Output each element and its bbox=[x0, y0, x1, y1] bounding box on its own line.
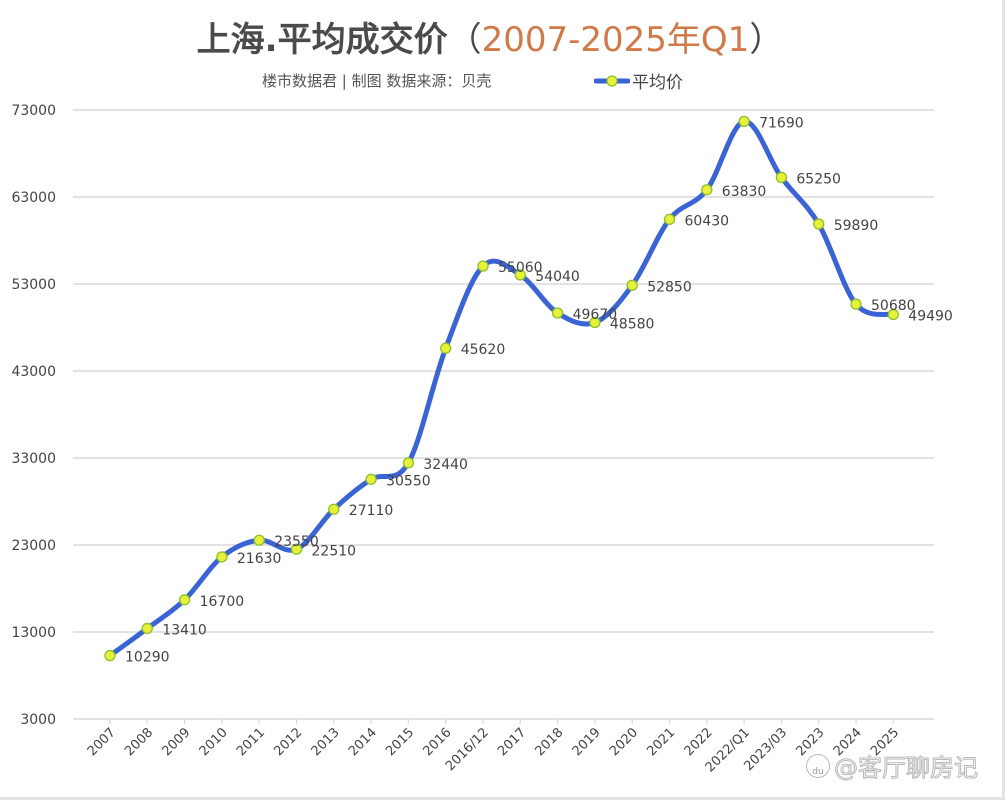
data-label: 48580 bbox=[610, 316, 655, 332]
data-point-marker bbox=[850, 298, 862, 310]
data-label: 16700 bbox=[200, 594, 245, 610]
data-point-marker bbox=[887, 308, 899, 321]
title-paren-open: （ bbox=[447, 20, 482, 60]
data-point-marker bbox=[365, 473, 377, 485]
x-tick-label: 2019 bbox=[570, 725, 604, 759]
x-tick-label: 2016 bbox=[421, 725, 455, 759]
y-tick-label: 13000 bbox=[11, 625, 56, 641]
data-label: 49490 bbox=[908, 309, 953, 325]
data-label: 60430 bbox=[685, 213, 730, 229]
y-tick-label: 33000 bbox=[11, 451, 56, 467]
x-tick-label: 2020 bbox=[607, 725, 641, 759]
data-point-marker bbox=[775, 171, 788, 184]
data-point-marker bbox=[141, 622, 153, 635]
title-main: 上海.平均成交价 bbox=[196, 20, 448, 60]
data-point-marker bbox=[440, 342, 452, 354]
data-point-marker bbox=[514, 269, 526, 281]
x-axis: 2007 2008 2009 2010 2011 2012 2013 2014 2015 2016… bbox=[85, 719, 902, 775]
data-label: 63830 bbox=[722, 184, 767, 200]
data-label: 10290 bbox=[125, 650, 170, 666]
y-tick-label: 73000 bbox=[11, 103, 56, 119]
x-tick-label: 2021 bbox=[644, 725, 678, 759]
y-tick-label: 3000 bbox=[20, 712, 56, 728]
data-label: 50680 bbox=[871, 298, 916, 314]
chart-subtitle: 楼市数据君 | 制图 数据来源：贝壳 bbox=[262, 72, 492, 90]
watermark-text: @客厅聊房记 bbox=[834, 754, 979, 783]
x-tick-label: 2011 bbox=[234, 725, 268, 759]
x-tick-label: 2012 bbox=[271, 725, 305, 759]
data-label: 54040 bbox=[535, 269, 580, 285]
x-tick-label: 2008 bbox=[122, 725, 156, 759]
x-tick-label: 2015 bbox=[383, 725, 417, 759]
x-tick-label: 2007 bbox=[85, 725, 119, 759]
x-tick-label: 2009 bbox=[159, 725, 193, 759]
gridlines bbox=[73, 109, 934, 720]
data-label: 52850 bbox=[647, 279, 692, 295]
data-point-marker bbox=[813, 218, 825, 230]
x-tick-label: 2017 bbox=[495, 725, 529, 759]
title-paren-close: ） bbox=[749, 20, 784, 60]
title-date-range: 2007-2025年Q1 bbox=[481, 20, 750, 60]
data-label: 65250 bbox=[796, 171, 841, 187]
data-label: 13410 bbox=[162, 622, 207, 638]
data-point-marker bbox=[290, 543, 303, 555]
x-tick-label: 2010 bbox=[197, 725, 231, 759]
data-point-marker bbox=[328, 503, 340, 515]
legend-label: 平均价 bbox=[632, 73, 683, 93]
data-point-marker bbox=[738, 115, 750, 128]
y-tick-label: 43000 bbox=[11, 364, 56, 380]
baidu-paw-icon: du bbox=[806, 753, 830, 778]
data-point-marker bbox=[253, 534, 265, 546]
data-point-marker bbox=[626, 279, 638, 291]
x-tick-label: 2014 bbox=[346, 725, 380, 759]
data-point-marker bbox=[104, 649, 116, 662]
chart-title: 上海.平均成交价（2007-2025年Q1） bbox=[0, 12, 980, 61]
data-point-marker bbox=[663, 213, 676, 226]
watermark: du @客厅聊房记 bbox=[806, 748, 979, 783]
data-point-marker bbox=[589, 316, 601, 329]
data-label: 49670 bbox=[573, 307, 618, 323]
data-label: 22510 bbox=[312, 543, 357, 559]
data-label: 71690 bbox=[759, 115, 804, 131]
data-point-marker bbox=[402, 457, 415, 469]
y-tick-label: 23000 bbox=[11, 538, 56, 554]
data-point-marker bbox=[178, 594, 191, 606]
legend: 平均价 bbox=[594, 68, 683, 93]
x-tick-label: 2018 bbox=[532, 725, 566, 759]
data-point-marker bbox=[477, 260, 489, 272]
y-axis: 3000 13000 23000 33000 43000 53000 63000 73000 bbox=[11, 103, 56, 728]
data-label: 27110 bbox=[349, 503, 394, 519]
series-line bbox=[107, 118, 896, 659]
data-point-marker bbox=[551, 307, 564, 319]
y-tick-label: 63000 bbox=[11, 190, 56, 206]
y-tick-label: 53000 bbox=[11, 277, 56, 293]
data-point-marker bbox=[701, 184, 713, 196]
data-label: 21630 bbox=[237, 551, 282, 567]
data-label: 32440 bbox=[423, 457, 468, 473]
data-label: 23550 bbox=[274, 534, 319, 550]
x-tick-label: 2022 bbox=[682, 725, 716, 759]
x-tick-label: 2013 bbox=[309, 725, 343, 759]
data-markers bbox=[104, 115, 899, 662]
data-label: 45620 bbox=[461, 342, 506, 358]
data-point-marker bbox=[216, 551, 228, 563]
legend-line-marker-icon bbox=[594, 74, 630, 87]
data-label: 59890 bbox=[834, 218, 879, 234]
data-label: 30550 bbox=[386, 473, 431, 489]
data-label: 55060 bbox=[498, 260, 543, 276]
